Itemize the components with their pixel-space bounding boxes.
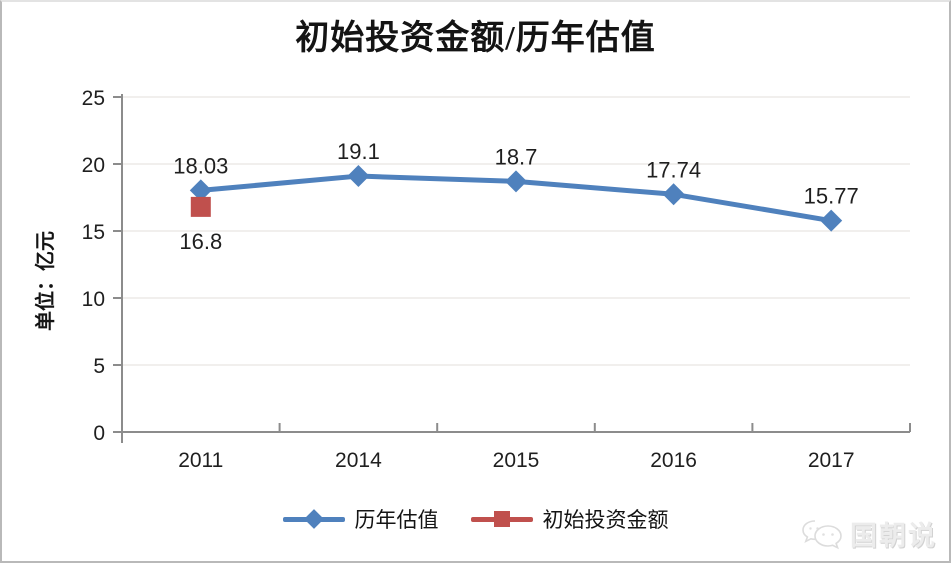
legend-item-initial-investment: 初始投资金额: [470, 504, 669, 534]
y-tick-label: 15: [82, 221, 105, 244]
watermark: 国朝说: [801, 514, 937, 553]
y-tick-label: 20: [82, 154, 105, 177]
line-square-marker-icon: [470, 508, 533, 530]
y-tick-label: 0: [93, 422, 105, 445]
data-point-diamond: [505, 170, 527, 193]
line-diamond-marker-icon: [282, 508, 345, 530]
y-tick-label: 5: [93, 355, 105, 378]
data-point-diamond: [189, 179, 212, 202]
legend-item-valuation: 历年估值: [282, 504, 439, 534]
data-label: 15.77: [804, 184, 859, 209]
data-label: 18.7: [495, 144, 538, 169]
y-tick-label: 25: [82, 87, 105, 110]
data-point-square: [190, 196, 211, 217]
data-point-diamond: [820, 209, 843, 232]
chart-legend: 历年估值 初始投资金额: [0, 504, 951, 534]
x-tick-label: 2014: [335, 449, 382, 472]
x-tick-label: 2011: [178, 449, 223, 472]
legend-label-valuation: 历年估值: [354, 509, 439, 532]
data-label: 17.74: [646, 157, 701, 182]
watermark-text: 国朝说: [850, 521, 937, 551]
chat-bubbles-icon: [802, 519, 842, 549]
legend-label-initial-investment: 初始投资金额: [542, 509, 669, 532]
x-tick-label: 2015: [493, 449, 540, 472]
data-label: 19.1: [337, 139, 380, 164]
x-tick-label: 2017: [808, 449, 855, 472]
chart-title: 初始投资金额/历年估值: [295, 20, 656, 57]
data-label: 16.8: [179, 229, 222, 254]
data-label: 18.03: [173, 153, 228, 178]
data-point-diamond: [347, 165, 370, 188]
data-point-diamond: [662, 183, 685, 206]
y-tick-label: 10: [82, 288, 105, 311]
x-tick-label: 2016: [650, 449, 697, 472]
